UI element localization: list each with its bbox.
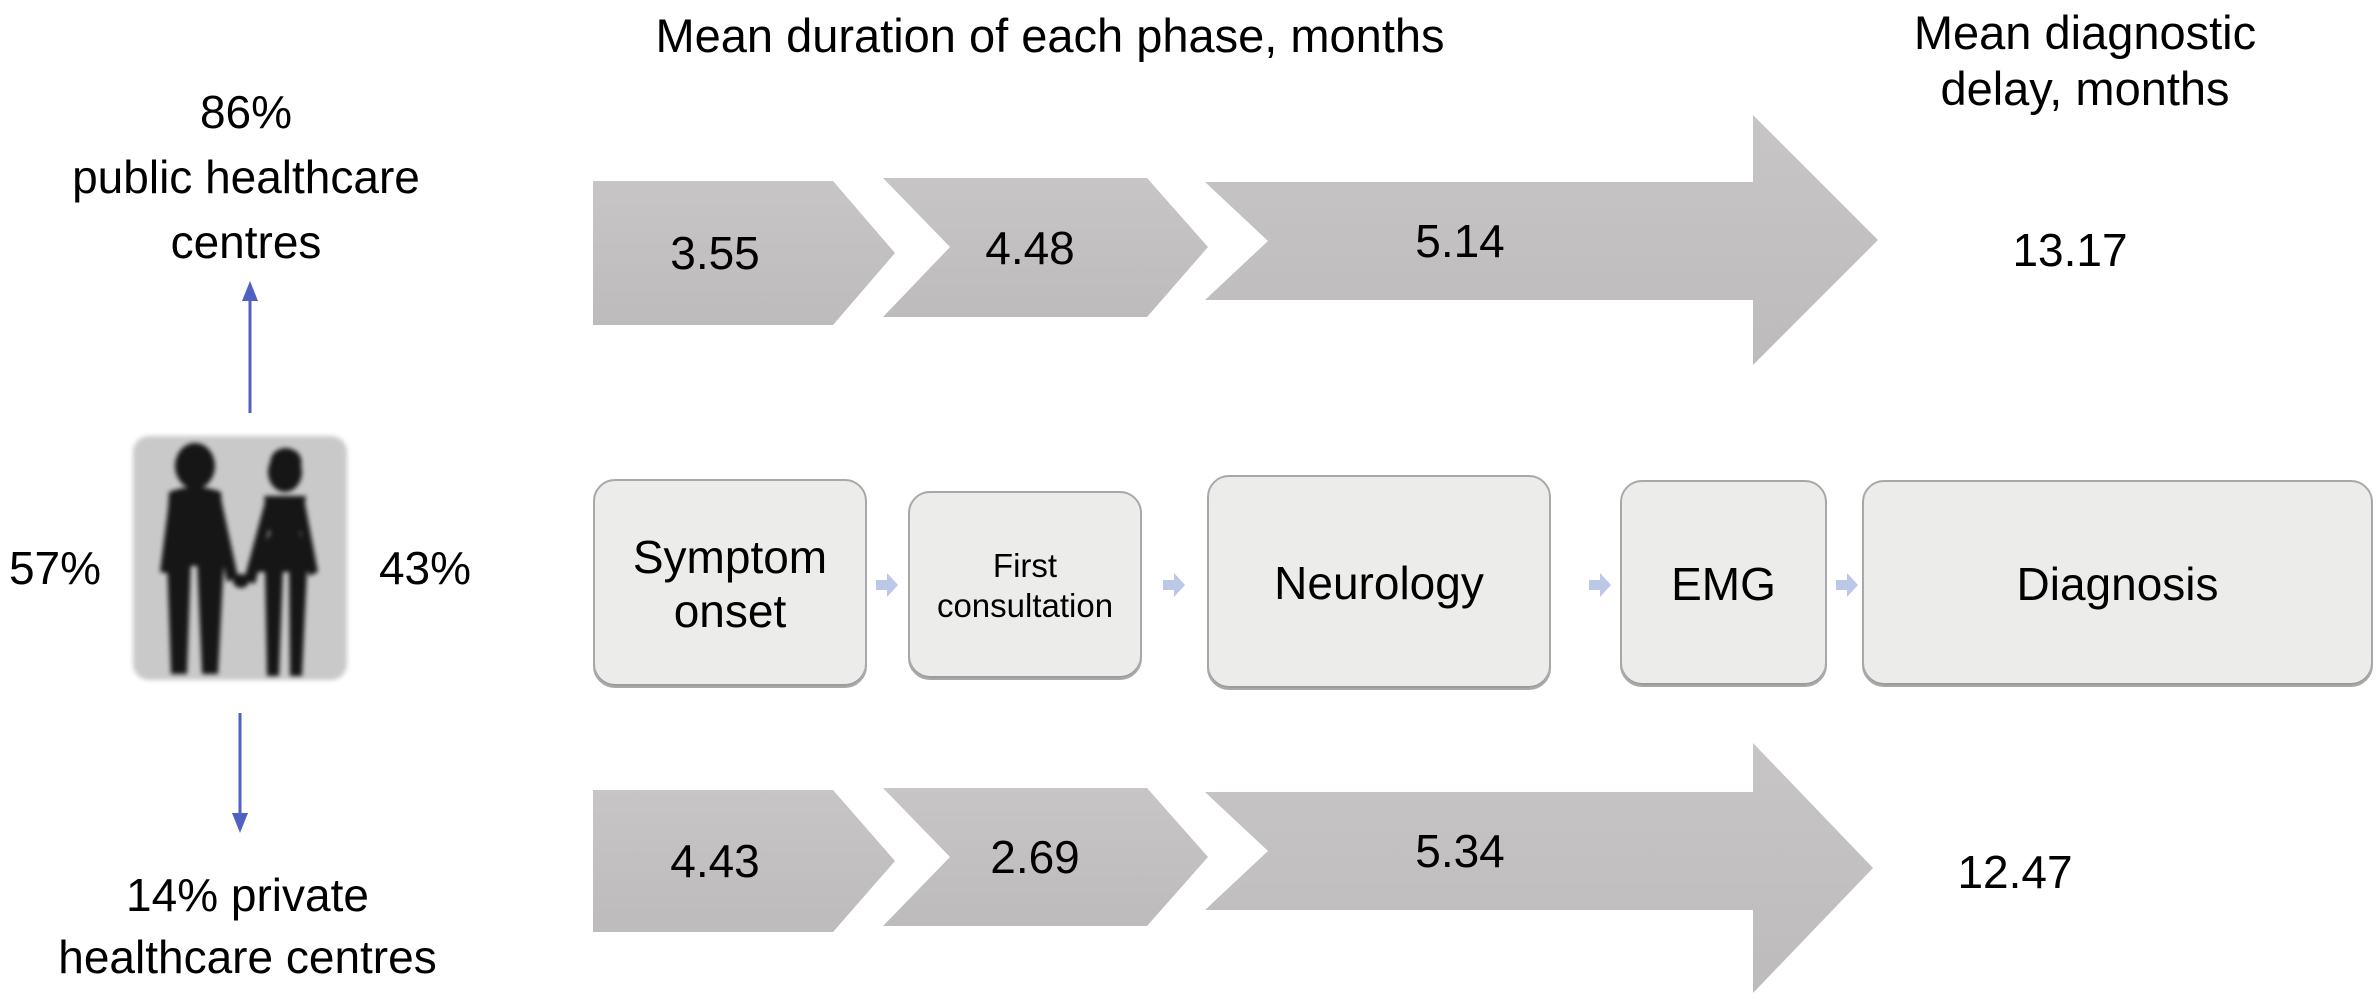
private-phase2-arrow xyxy=(883,788,1208,926)
private-duration-phase3: 5.34 xyxy=(1415,825,1505,877)
private-duration-phase1: 4.43 xyxy=(670,835,760,887)
public-centres-label: 86% public healthcare centres xyxy=(72,86,420,268)
public-duration-phase3: 5.14 xyxy=(1415,215,1505,267)
diagnostic-delay-title: Mean diagnostic delay, months xyxy=(1913,6,2257,115)
phase-label: EMG xyxy=(1671,557,1776,610)
male-percentage: 57% xyxy=(8,542,102,594)
phase-connector-arrow-2-icon xyxy=(1163,573,1185,597)
phase-label: Symptom onset xyxy=(632,530,828,637)
phase-label: Diagnosis xyxy=(2016,557,2219,610)
public-duration-phase2: 4.48 xyxy=(985,222,1075,274)
phase-box-emg: EMG xyxy=(1620,480,1827,687)
couple-silhouette-icon xyxy=(125,430,355,688)
public-phase2-arrow xyxy=(883,178,1208,317)
private-centres-label: 14% private healthcare centres xyxy=(58,869,437,983)
phase-box-first-consultation: First consultation xyxy=(908,491,1142,680)
phase-connector-arrow-4-icon xyxy=(1836,573,1858,597)
arrow-up-to-public-icon xyxy=(242,281,258,413)
private-diagnostic-delay: 12.47 xyxy=(1957,846,2073,898)
public-phase3-arrow xyxy=(1205,115,1878,365)
phase-box-diagnosis: Diagnosis xyxy=(1862,480,2373,687)
public-phase1-arrow xyxy=(593,181,895,325)
phase-box-neurology: Neurology xyxy=(1207,475,1551,690)
public-diagnostic-delay: 13.17 xyxy=(2012,224,2128,276)
phase-duration-title: Mean duration of each phase, months xyxy=(655,9,1445,62)
private-phase1-arrow xyxy=(593,790,895,932)
phase-label: Neurology xyxy=(1274,556,1484,609)
phase-connector-arrow-1-icon xyxy=(876,573,898,597)
private-phase3-arrow xyxy=(1205,743,1873,993)
phase-label: First consultation xyxy=(936,546,1114,624)
private-duration-phase2: 2.69 xyxy=(990,831,1080,883)
public-duration-phase1: 3.55 xyxy=(670,227,760,279)
phase-connector-arrow-3-icon xyxy=(1589,573,1611,597)
female-percentage: 43% xyxy=(378,542,472,594)
phase-box-symptom-onset: Symptom onset xyxy=(593,479,867,688)
arrow-down-to-private-icon xyxy=(232,713,248,833)
